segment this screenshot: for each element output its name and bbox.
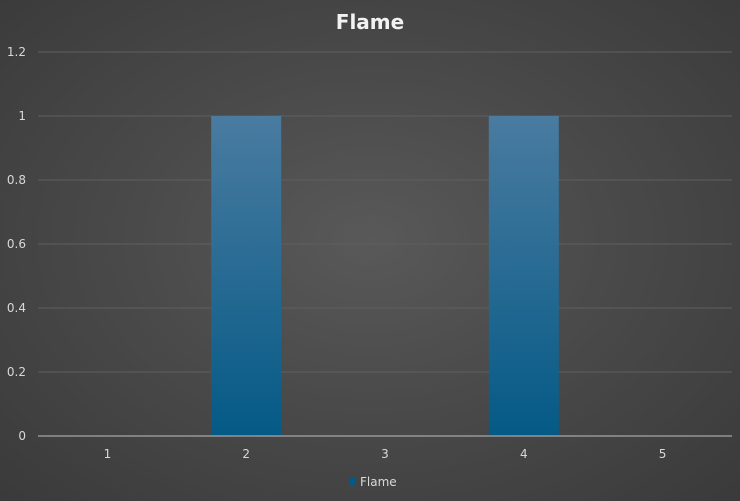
y-axis-ticks: 0 0.2 0.4 0.6 0.8 1 1.2 (7, 45, 26, 443)
chart-title: Flame (336, 10, 404, 34)
y-tick-label: 1.2 (7, 45, 26, 59)
x-tick-label: 3 (381, 447, 389, 461)
bar-4[interactable] (488, 116, 559, 436)
bars (211, 116, 559, 436)
legend-label: Flame (360, 475, 397, 489)
y-tick-label: 0.6 (7, 237, 26, 251)
y-tick-label: 0.8 (7, 173, 26, 187)
y-tick-label: 0 (18, 429, 26, 443)
y-tick-label: 1 (18, 109, 26, 123)
bar-2[interactable] (211, 116, 282, 436)
x-axis-ticks: 1 2 3 4 5 (104, 447, 667, 461)
gridlines (38, 51, 732, 373)
x-tick-label: 4 (520, 447, 528, 461)
y-tick-label: 0.4 (7, 301, 26, 315)
legend-swatch (349, 478, 356, 485)
legend[interactable]: Flame (349, 475, 397, 489)
x-tick-label: 1 (104, 447, 112, 461)
x-tick-label: 2 (242, 447, 250, 461)
x-tick-label: 5 (659, 447, 667, 461)
y-tick-label: 0.2 (7, 365, 26, 379)
